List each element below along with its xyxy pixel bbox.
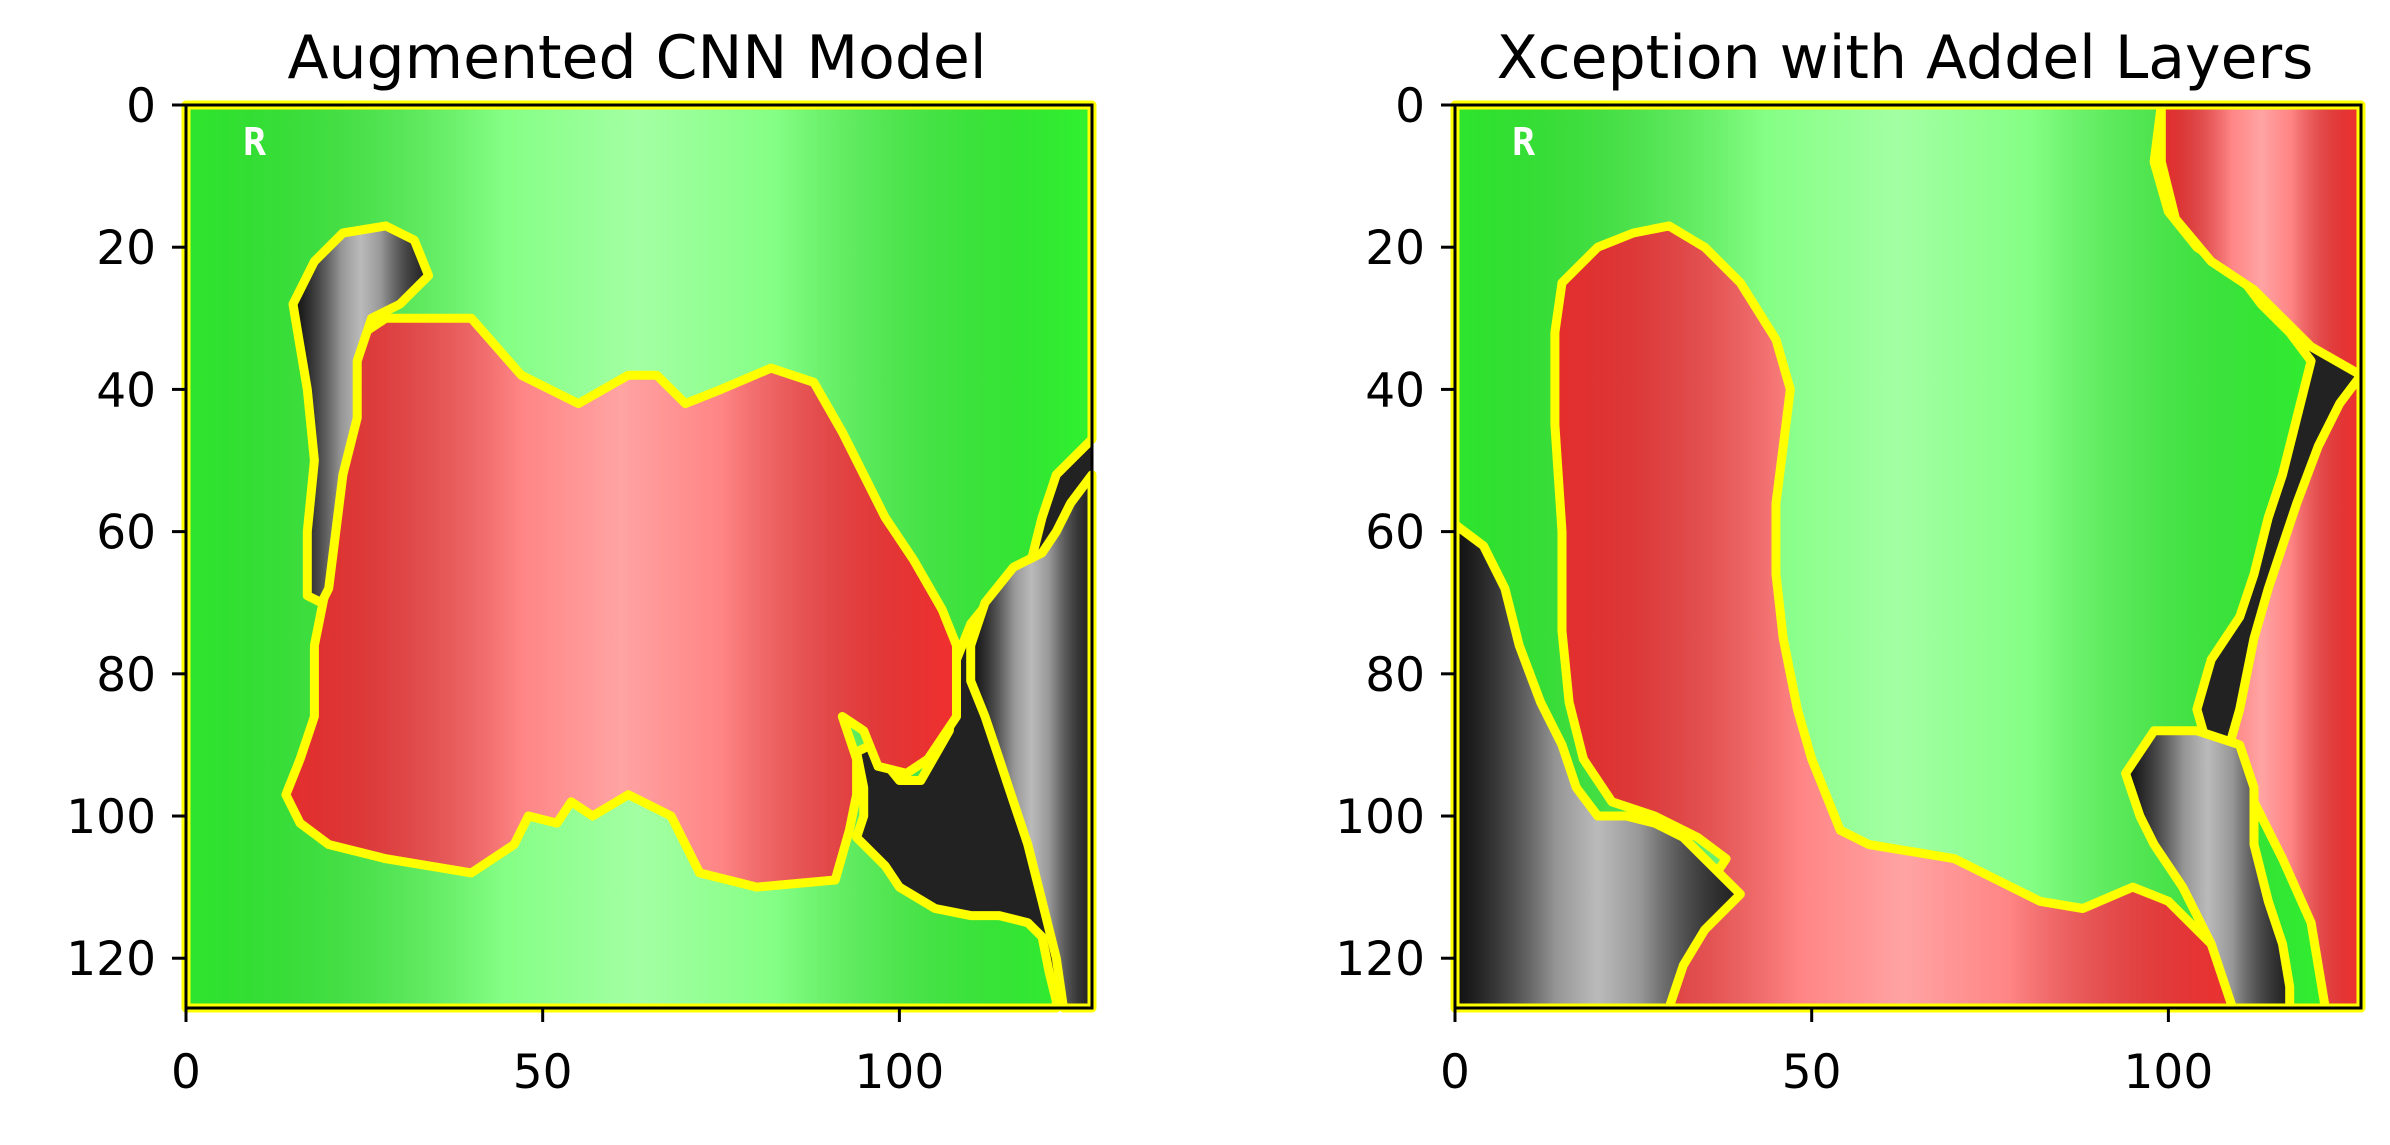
y-axis: 0 20 40 60 80 100 120 [1335, 79, 1455, 987]
x-tick-label: 100 [855, 1045, 945, 1100]
segment-boundary [281, 313, 961, 892]
y-tick-label: 80 [96, 648, 156, 703]
heatmap-image: R [1450, 100, 2366, 1013]
y-tick-label: 60 [1365, 506, 1425, 561]
y-tick-label: 100 [66, 790, 156, 845]
y-tick-label: 60 [96, 506, 156, 561]
x-tick-label: 100 [2124, 1045, 2214, 1100]
y-tick-label: 120 [66, 932, 156, 987]
y-tick-label: 40 [1365, 363, 1425, 418]
x-axis: 0 50 100 [1440, 1008, 2213, 1100]
panel-title: Xception with Addel Layers [1497, 23, 2314, 93]
segment-boundary [288, 221, 434, 608]
image-corner-mark: R [243, 120, 266, 164]
y-axis: 0 20 40 60 80 100 120 [66, 79, 186, 987]
image-corner-mark: R [1512, 120, 1535, 164]
heatmap-image: R [181, 100, 1097, 1013]
y-tick-label: 100 [1335, 790, 1425, 845]
panel-augmented-cnn: Augmented CNN Model R 0 50 100 0 20 40 60 80 10… [66, 23, 1097, 1100]
y-tick-label: 0 [1395, 79, 1425, 134]
x-tick-label: 0 [171, 1045, 201, 1100]
segment-boundary [2121, 726, 2295, 1013]
y-tick-label: 20 [96, 221, 156, 276]
axes-frame [184, 103, 1094, 1010]
segment-boundary [1450, 520, 1745, 1013]
y-tick-label: 80 [1365, 648, 1425, 703]
x-axis: 0 50 100 [171, 1008, 944, 1100]
axes-frame [1453, 103, 2363, 1010]
y-tick-label: 20 [1365, 221, 1425, 276]
panel-xception: Xception with Addel Layers R 0 50 100 0 20 4… [1335, 23, 2366, 1100]
x-tick-label: 50 [1782, 1045, 1842, 1100]
y-tick-label: 40 [96, 363, 156, 418]
x-tick-label: 0 [1440, 1045, 1470, 1100]
x-tick-label: 50 [513, 1045, 573, 1100]
y-tick-label: 120 [1335, 932, 1425, 987]
y-tick-label: 0 [126, 79, 156, 134]
panel-title: Augmented CNN Model [287, 23, 986, 93]
